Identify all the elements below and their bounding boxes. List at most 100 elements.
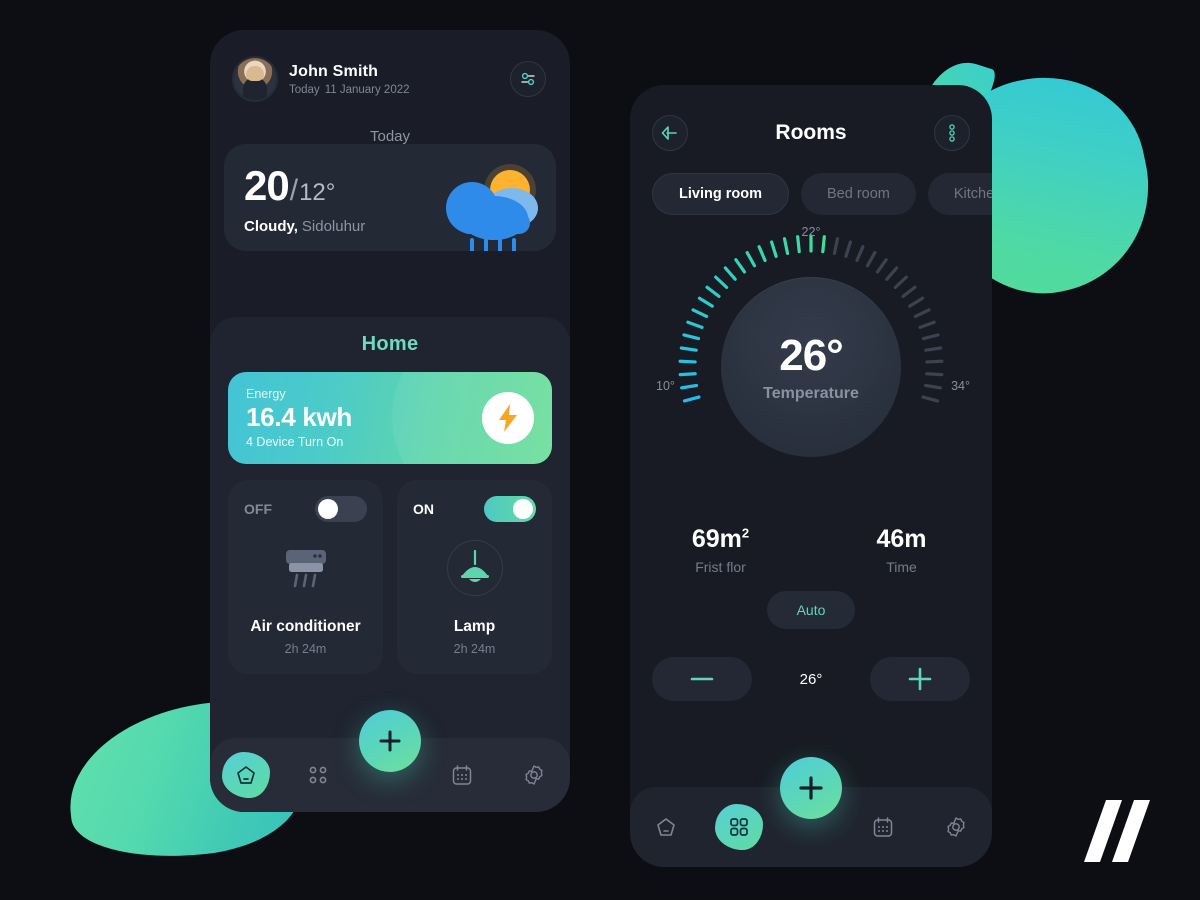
room-tabs: Living room Bed room Kitchen xyxy=(630,151,992,215)
device-toggle[interactable] xyxy=(484,496,536,522)
weather-stat-value: 22° xyxy=(286,255,307,270)
plus-icon xyxy=(799,776,823,800)
weather-card: 20 / 12° Cloudy, Sidoluhur xyxy=(224,144,556,251)
home-title: Home xyxy=(361,333,419,355)
dial-ticks xyxy=(678,234,944,403)
device-toggle-row: ON xyxy=(413,496,536,522)
room-stat-label: Time xyxy=(886,559,917,575)
weather-section: Today 20 / 12° Cloudy, Sidoluhur xyxy=(224,114,556,299)
nav-item-calendar[interactable] xyxy=(847,787,919,867)
nav-item-add[interactable] xyxy=(775,757,847,867)
stepper-value: 26° xyxy=(799,670,823,688)
air-conditioner-icon xyxy=(285,550,326,588)
nav-item-apps[interactable] xyxy=(282,738,354,812)
temp-high: 20 xyxy=(244,162,290,209)
weather-stat: 829 hPa Pressure xyxy=(343,255,436,287)
plus-icon xyxy=(908,667,932,691)
gear-icon xyxy=(525,765,543,785)
temperature-line: 20 / 12° xyxy=(244,162,536,210)
energy-subtitle: 4 Device Turn On xyxy=(246,435,344,449)
phone-screen-dashboard: John Smith Today 11 January 2022 Today 20… xyxy=(210,30,570,812)
plus-icon xyxy=(379,730,401,752)
device-name: Lamp xyxy=(453,618,496,635)
weather-location: Sidoluhur xyxy=(301,218,366,235)
lamp-icon-ring xyxy=(446,540,503,596)
temp-separator: / xyxy=(289,174,299,207)
nav-item-apps[interactable] xyxy=(702,787,774,867)
menu-button[interactable] xyxy=(934,115,970,151)
temp-low: 12° xyxy=(299,179,336,206)
device-card-lamp[interactable]: ON Lamp 2h 24m xyxy=(397,480,552,674)
temperature-dial[interactable]: 22° 10° 34° 26° Temperature xyxy=(630,225,992,503)
device-toggle[interactable] xyxy=(315,496,367,522)
nav-item-settings[interactable] xyxy=(498,738,570,812)
dial-mark-mid: 22° xyxy=(801,225,821,239)
user-name: John Smith xyxy=(289,62,379,80)
sliders-button[interactable] xyxy=(510,61,546,97)
grid-icon xyxy=(729,818,748,836)
weather-stats-row: 22° Sensible 829 hPa Pressure 51% Humidi… xyxy=(250,245,530,299)
grid-icon xyxy=(309,766,327,784)
avatar[interactable] xyxy=(234,58,276,100)
arrow-left-icon xyxy=(661,126,677,140)
room-tab-living-room[interactable]: Living room xyxy=(652,173,789,215)
weather-stat: 22° Sensible xyxy=(250,255,343,287)
device-state: ON xyxy=(413,501,434,517)
add-button[interactable] xyxy=(359,710,421,772)
room-stat-value: 69m2 xyxy=(630,525,811,554)
weather-condition: Cloudy, xyxy=(244,218,298,235)
room-stat-time: 46m Time xyxy=(811,525,992,575)
toggle-knob xyxy=(318,499,338,519)
room-tab-bed-room[interactable]: Bed room xyxy=(800,173,916,215)
energy-label: Energy xyxy=(246,387,286,401)
weather-stat-value: 829 hPa xyxy=(364,255,416,270)
dashboard-header: John Smith Today 11 January 2022 xyxy=(210,30,570,100)
nav-item-home[interactable] xyxy=(630,787,702,867)
room-stat-number: 69m xyxy=(691,525,742,553)
device-icon-wrap xyxy=(280,540,332,596)
dial-temperature-label: Temperature xyxy=(763,385,859,402)
toggle-knob xyxy=(513,499,533,519)
room-stat-value: 46m xyxy=(876,525,927,553)
increase-temperature-button[interactable] xyxy=(870,657,970,701)
auto-mode-button[interactable]: Auto xyxy=(767,591,855,629)
device-name: Air conditioner xyxy=(250,618,361,635)
page-title: Rooms xyxy=(775,121,847,144)
calendar-icon xyxy=(874,817,893,837)
nav-active-blob xyxy=(714,804,763,850)
device-time: 2h 24m xyxy=(453,642,496,656)
nav-item-home[interactable] xyxy=(210,738,282,812)
lamp-icon xyxy=(460,549,489,582)
gear-icon xyxy=(947,817,965,837)
device-icon-wrap xyxy=(446,540,503,596)
device-toggle-row: OFF xyxy=(244,496,367,522)
weather-stat-label: Humidity xyxy=(459,273,507,287)
minus-icon xyxy=(690,677,714,681)
nav-active-blob xyxy=(222,752,270,798)
nav-item-settings[interactable] xyxy=(920,787,992,867)
home-icon xyxy=(657,818,676,836)
device-time: 2h 24m xyxy=(284,642,327,656)
device-card-air-conditioner[interactable]: OFF Air c xyxy=(228,480,383,674)
bolt-button[interactable] xyxy=(482,392,534,444)
weather-tab-today[interactable]: Today xyxy=(369,128,411,145)
room-tab-kitchen[interactable]: Kitchen xyxy=(927,173,992,215)
energy-card[interactable]: Energy 16.4 kwh 4 Device Turn On xyxy=(228,372,552,464)
add-button[interactable] xyxy=(780,757,843,819)
back-button[interactable] xyxy=(652,115,688,151)
room-stats: 69m2 Frist flor 46m Time xyxy=(630,525,992,575)
date-prefix: Today xyxy=(289,83,320,96)
nav-item-calendar[interactable] xyxy=(426,738,498,812)
room-stat-label: Frist flor xyxy=(695,559,746,575)
temperature-stepper: 26° xyxy=(652,657,970,701)
nav-item-add[interactable] xyxy=(354,710,426,812)
decrease-temperature-button[interactable] xyxy=(652,657,752,701)
room-stat-area: 69m2 Frist flor xyxy=(630,525,811,575)
dial-mark-min: 10° xyxy=(656,379,675,393)
date-value: 11 January 2022 xyxy=(324,83,410,96)
dial-mark-max: 34° xyxy=(951,379,970,393)
home-panel: Home Energy 16.4 kwh 4 Device Turn On OF… xyxy=(210,317,570,757)
date-line: Today 11 January 2022 xyxy=(289,84,510,96)
weather-stat-label: Sensible xyxy=(273,273,320,287)
devices-row: OFF Air c xyxy=(228,480,552,674)
